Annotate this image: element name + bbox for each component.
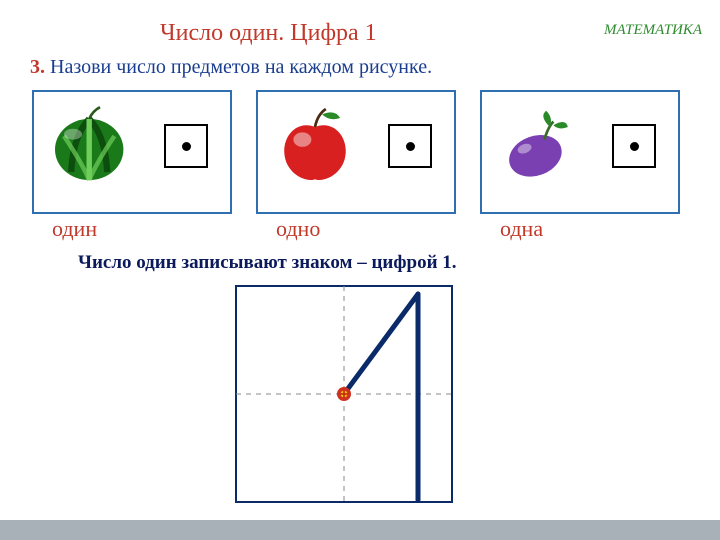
task-number: 3. [30, 56, 45, 78]
statement: Число один записывают знаком – цифрой 1. [78, 252, 457, 274]
card-apple: одно [256, 90, 456, 214]
card-watermelon: один [32, 90, 232, 214]
dot-box [388, 124, 432, 168]
cards-row: один одно одна [32, 90, 680, 214]
card-label-text: одна [500, 216, 543, 241]
digit-grid [234, 284, 454, 504]
page-title: Число один. Цифра 1 [160, 20, 377, 47]
card-plum: одна [480, 90, 680, 214]
subject-text: МАТЕМАТИКА [604, 22, 702, 38]
digit-grid-svg [234, 284, 454, 504]
dot-box [164, 124, 208, 168]
dot-icon [406, 142, 415, 151]
subject-label: МАТЕМАТИКА [604, 22, 702, 39]
watermelon-icon [46, 100, 136, 190]
card-label: одна [500, 216, 543, 242]
card-label: один [52, 216, 97, 242]
task-text: Назови число предметов на каждом рисунке… [45, 56, 432, 78]
title-text: Число один. Цифра 1 [160, 20, 377, 46]
dot-icon [630, 142, 639, 151]
task-line: 3. Назови число предметов на каждом рису… [30, 56, 432, 79]
plum-icon [494, 100, 584, 190]
card-label: одно [276, 216, 320, 242]
card-label-text: один [52, 216, 97, 241]
digit-stroke-1 [344, 294, 418, 394]
statement-text: Число один записывают знаком – цифрой 1. [78, 252, 457, 273]
footer-bar [0, 520, 720, 540]
dot-box [612, 124, 656, 168]
apple-icon [270, 100, 360, 190]
card-label-text: одно [276, 216, 320, 241]
dot-icon [182, 142, 191, 151]
